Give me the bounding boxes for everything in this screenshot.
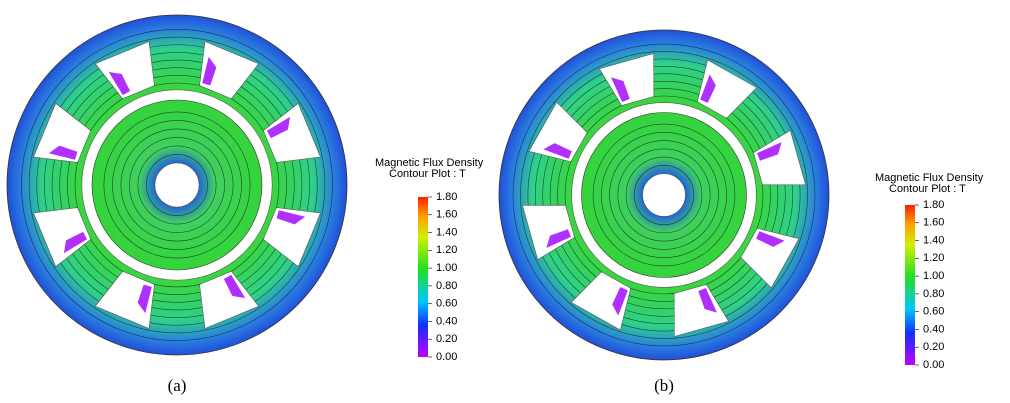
shaft-hole bbox=[155, 163, 199, 207]
panel-label: (b) bbox=[654, 376, 674, 395]
shaft-hole bbox=[643, 174, 686, 217]
tick-label: 1.60 bbox=[923, 217, 944, 229]
motor bbox=[7, 15, 347, 355]
tick-label: 0.60 bbox=[436, 298, 457, 310]
tick-label: 0.20 bbox=[436, 333, 457, 345]
tick-label: 0.00 bbox=[436, 351, 457, 363]
motor bbox=[499, 30, 829, 360]
tick-label: 1.00 bbox=[436, 262, 457, 274]
tick-label: 1.40 bbox=[436, 226, 457, 238]
tick-label: 1.20 bbox=[923, 252, 944, 264]
tick-label: 1.40 bbox=[923, 234, 944, 246]
colorbar-scale bbox=[418, 197, 428, 357]
figure: Magnetic Flux DensityContour Plot : T1.8… bbox=[0, 0, 1010, 403]
tick-label: 1.20 bbox=[436, 244, 457, 256]
panel-label: (a) bbox=[168, 376, 187, 395]
tick-label: 0.00 bbox=[923, 359, 944, 371]
colorbar-title: Contour Plot : T bbox=[389, 168, 466, 180]
colorbar-title: Contour Plot : T bbox=[889, 183, 966, 195]
tick-label: 0.40 bbox=[923, 323, 944, 335]
tick-label: 1.00 bbox=[923, 270, 944, 282]
tick-label: 1.60 bbox=[436, 209, 457, 221]
tick-label: 0.80 bbox=[436, 280, 457, 292]
tick-label: 0.40 bbox=[436, 315, 457, 327]
tick-label: 1.80 bbox=[436, 191, 457, 203]
tick-label: 0.20 bbox=[923, 341, 944, 353]
tick-label: 1.80 bbox=[923, 199, 944, 211]
colorbar-scale bbox=[905, 205, 915, 365]
tick-label: 0.60 bbox=[923, 306, 944, 318]
tick-label: 0.80 bbox=[923, 288, 944, 300]
